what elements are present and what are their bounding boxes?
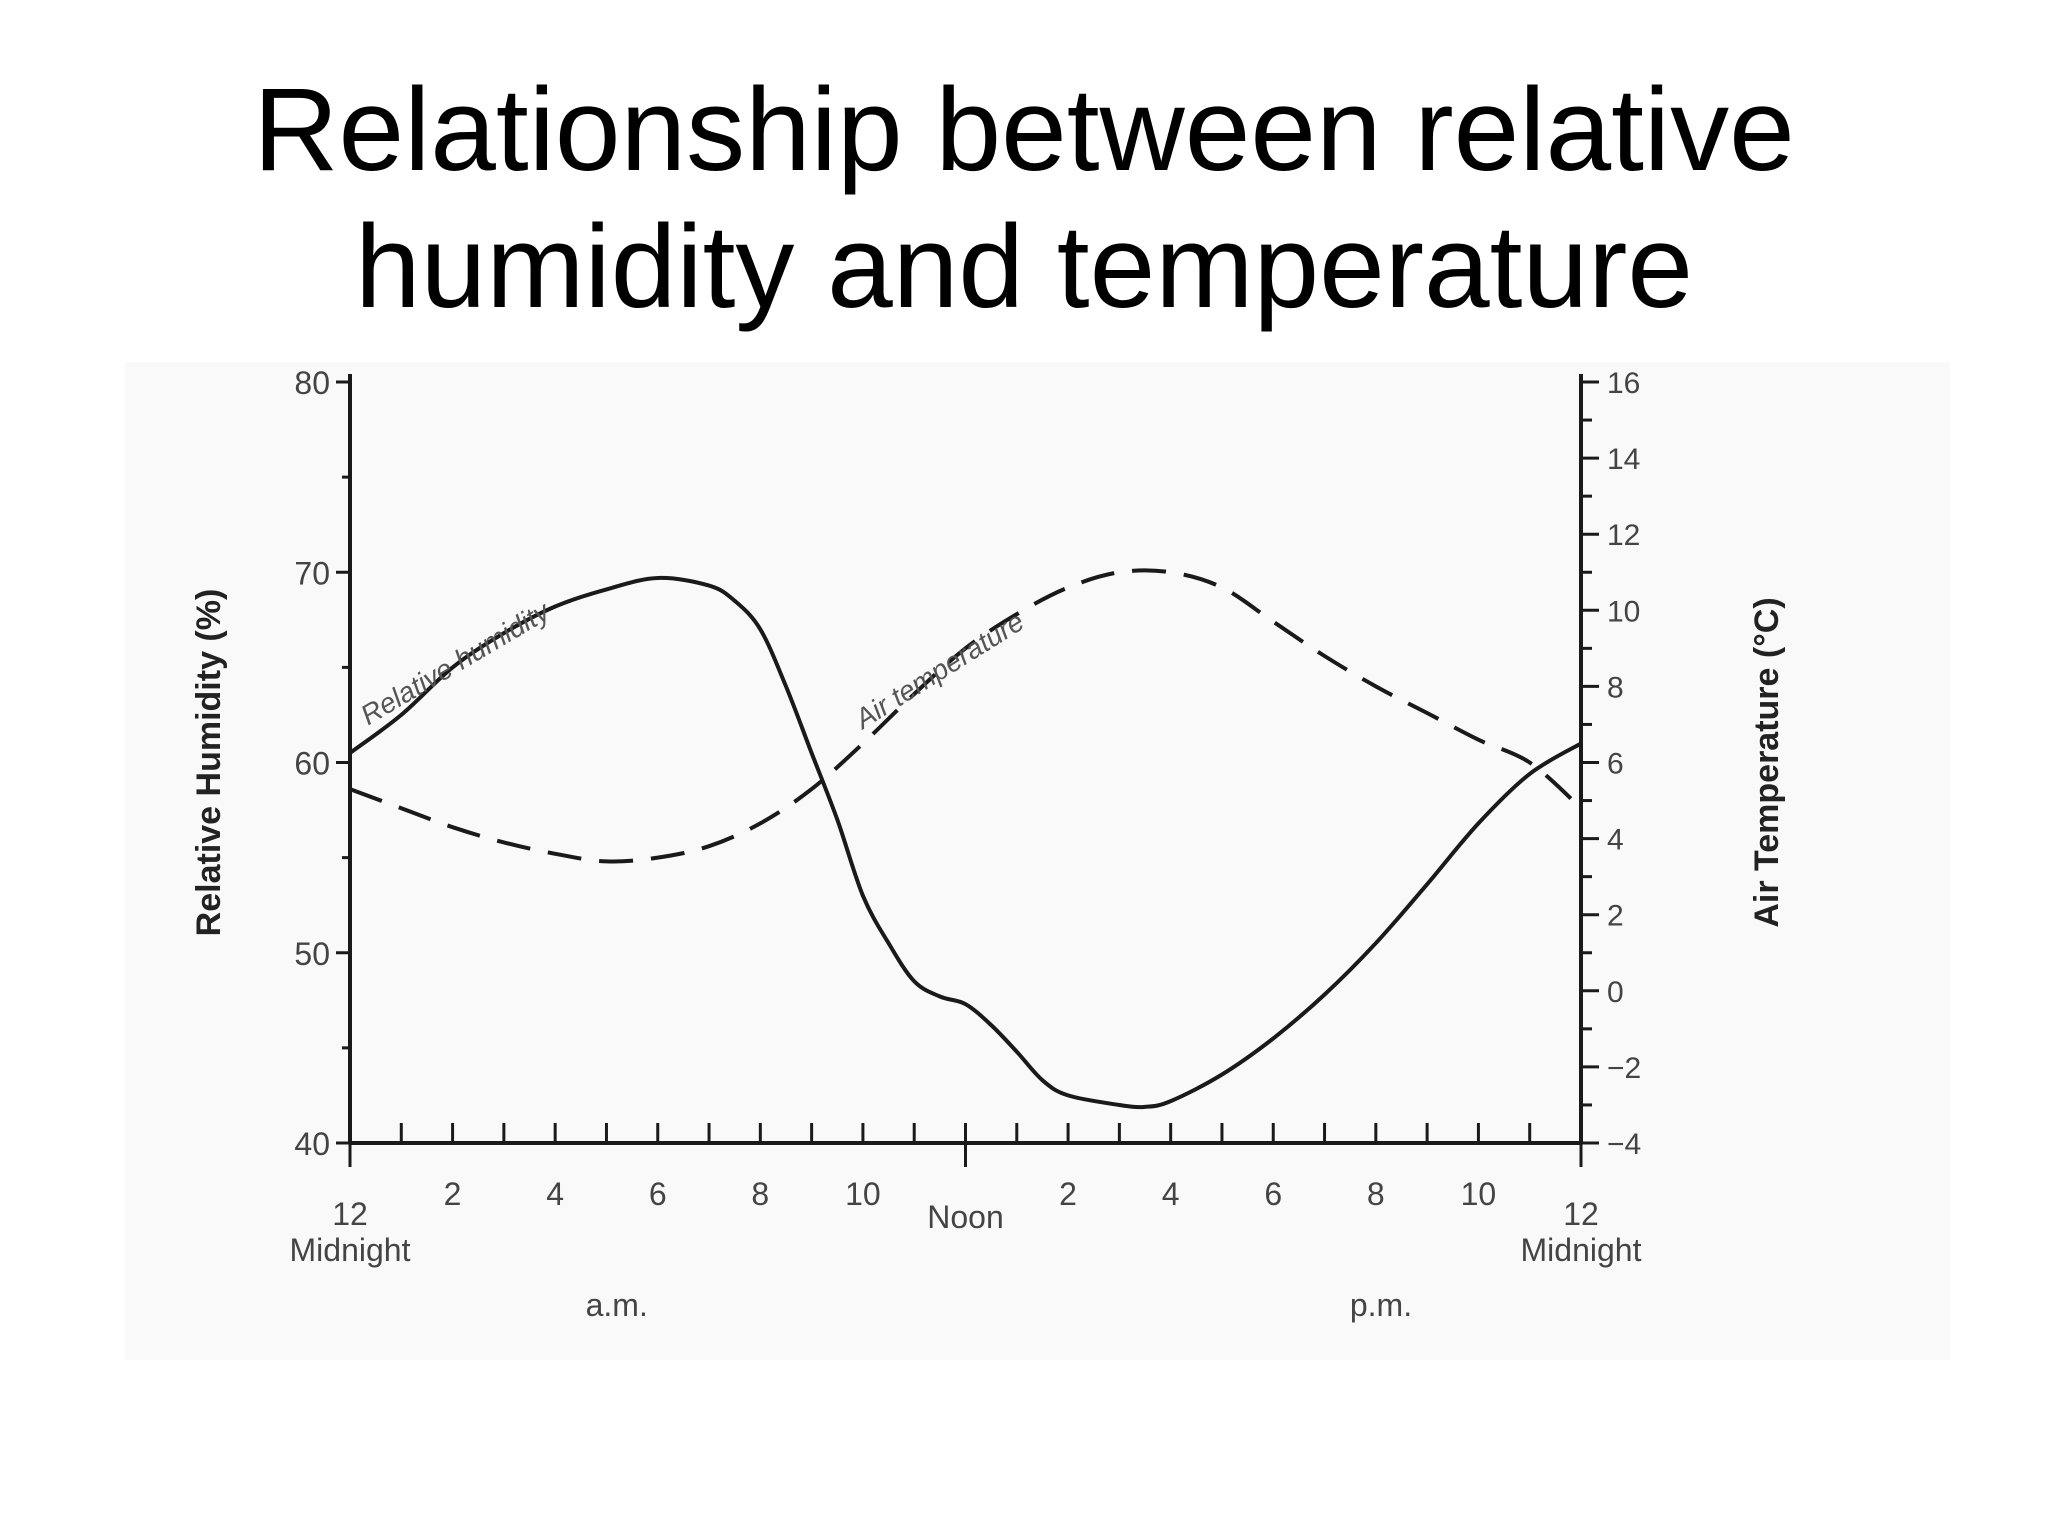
x-axis-tick-label: 4: [1162, 1176, 1180, 1212]
left-y-axis-title: Relative Humidity (%): [190, 589, 228, 937]
right-axis-tick-label: 2: [1607, 900, 1624, 933]
air-temperature-annotation: Air temperature: [848, 606, 1030, 736]
x-axis-tick-label: 12: [1563, 1196, 1599, 1232]
slide-title: Relationship between relative humidity a…: [0, 62, 2048, 336]
left-axis-tick-label: 70: [294, 555, 330, 591]
right-axis-tick-label: 4: [1607, 824, 1624, 857]
right-axis-tick-label: 6: [1607, 748, 1624, 781]
slide-title-line-1: Relationship between relative: [253, 64, 1795, 196]
x-axis-tick-label: 4: [546, 1176, 564, 1212]
x-axis-tick-label: 8: [751, 1176, 769, 1212]
right-axis-tick-label: −2: [1607, 1052, 1641, 1085]
x-axis-am-label: a.m.: [586, 1287, 648, 1323]
air-temperature-line: [349, 568, 1583, 864]
right-axis-tick-label: 0: [1607, 976, 1624, 1009]
x-axis-pm-label: p.m.: [1350, 1287, 1412, 1323]
right-axis-tick-label: 10: [1607, 595, 1640, 628]
chart-panel: 80 70 60 50 40 16 14 12 10 8 6 4 2 0 −2 −4 12 2 4 6 8 10 Noon 2…: [125, 362, 1950, 1360]
right-axis-tick-label: 8: [1607, 671, 1624, 704]
right-axis-tick-label: −4: [1607, 1128, 1641, 1161]
slide-title-line-2: humidity and temperature: [354, 201, 1694, 333]
left-axis-tick-label: 80: [294, 365, 330, 401]
relative-humidity-annotation: Relative humidity: [355, 595, 556, 731]
right-axis-tick-label: 14: [1607, 443, 1640, 476]
x-axis-tick-label: 2: [1059, 1176, 1077, 1212]
x-axis-midnight-left-label: Midnight: [290, 1232, 411, 1268]
x-axis-tick-label: 6: [1264, 1176, 1282, 1212]
humidity-temperature-chart: 80 70 60 50 40 16 14 12 10 8 6 4 2 0 −2 −4 12 2 4 6 8 10 Noon 2…: [190, 365, 1786, 1323]
left-axis-tick-label: 60: [294, 746, 330, 782]
left-axis-tick-label: 50: [294, 936, 330, 972]
left-axis-tick-label: 40: [294, 1126, 330, 1162]
x-axis-tick-label: 10: [1461, 1176, 1497, 1212]
x-axis-midnight-right-label: Midnight: [1521, 1232, 1642, 1268]
right-axis-tick-label: 16: [1607, 367, 1640, 400]
x-axis-tick-label: 10: [845, 1176, 881, 1212]
x-axis-tick-label: 12: [332, 1196, 368, 1232]
x-axis-tick-label: Noon: [927, 1199, 1004, 1235]
x-axis-tick-label: 6: [649, 1176, 667, 1212]
x-axis-tick-label: 2: [444, 1176, 462, 1212]
relative-humidity-line: [348, 575, 1583, 1110]
right-axis-tick-label: 12: [1607, 519, 1640, 552]
right-y-axis-title: Air Temperature (°C): [1748, 597, 1786, 927]
x-axis-tick-label: 8: [1367, 1176, 1385, 1212]
